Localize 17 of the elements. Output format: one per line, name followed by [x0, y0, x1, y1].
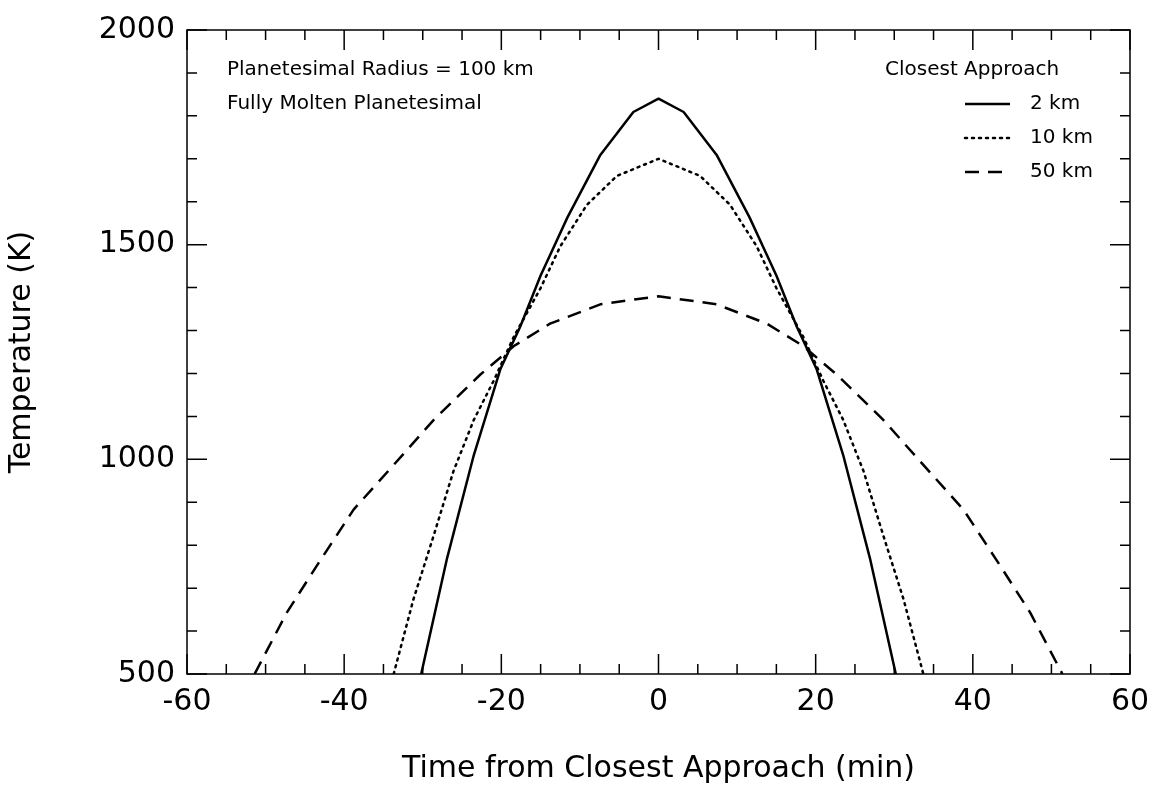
annotation: Fully Molten Planetesimal: [227, 90, 482, 115]
x-tick-label: 40: [953, 681, 992, 717]
x-axis-title: Time from Closest Approach (min): [400, 748, 916, 784]
x-tick-label: 60: [1110, 681, 1150, 717]
y-tick-label: 2000: [98, 9, 175, 45]
x-tick-label: 20: [796, 681, 835, 717]
legend-label: 10 km: [1030, 124, 1093, 149]
legend-title: Closest Approach: [885, 56, 1060, 81]
annotation: Planetesimal Radius = 100 km: [227, 56, 534, 81]
x-tick-label: -20: [476, 681, 526, 717]
y-tick-label: 1500: [98, 224, 175, 260]
x-tick-label: -40: [319, 681, 369, 717]
legend-label: 50 km: [1030, 158, 1093, 183]
y-axis-title: Temperature (K): [1, 230, 37, 475]
x-tick-label: 0: [648, 681, 669, 717]
y-tick-label: 1000: [98, 439, 175, 475]
legend-label: 2 km: [1030, 90, 1081, 115]
